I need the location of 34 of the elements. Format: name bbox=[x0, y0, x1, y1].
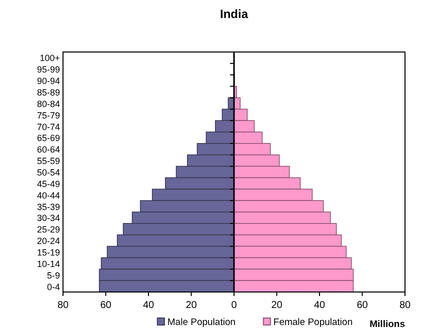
y-tick-label: 30-34 bbox=[36, 213, 60, 224]
y-tick-label: 85-89 bbox=[36, 88, 60, 98]
y-tick-label: 75-79 bbox=[36, 110, 60, 120]
x-tick-label: 80 bbox=[399, 300, 411, 311]
y-tick-label: 65-69 bbox=[36, 133, 60, 144]
x-tick-label: 60 bbox=[100, 300, 112, 311]
y-tick-label: 10-14 bbox=[36, 258, 60, 269]
y-tick-label: 55-59 bbox=[36, 156, 60, 166]
y-tick-label: 40-44 bbox=[36, 190, 60, 200]
y-tick-label: 45-49 bbox=[36, 178, 60, 189]
x-axis-title: Millions bbox=[370, 319, 405, 330]
x-tick-label: 0 bbox=[231, 300, 238, 311]
legend-label: Male Population bbox=[167, 317, 236, 328]
legend-label: Female Population bbox=[273, 317, 353, 328]
y-tick-label: 60-64 bbox=[36, 144, 60, 155]
y-tick-label: 70-74 bbox=[36, 122, 60, 132]
x-tick-label: 40 bbox=[314, 300, 326, 311]
y-tick-label: 35-39 bbox=[36, 202, 60, 212]
x-tick-label: 80 bbox=[57, 300, 69, 311]
y-tick-label: 0-4 bbox=[46, 282, 60, 292]
y-tick-label: 95-99 bbox=[36, 64, 60, 75]
y-tick-label: 50-54 bbox=[36, 168, 60, 178]
x-tick-label: 60 bbox=[356, 300, 368, 311]
x-tick-label: 20 bbox=[186, 300, 198, 311]
y-tick-label: 5-9 bbox=[46, 270, 60, 280]
y-tick-label: 100+ bbox=[40, 53, 60, 64]
y-tick-label: 80-84 bbox=[36, 98, 60, 109]
x-tick-label: 40 bbox=[142, 300, 154, 311]
chart-title: India bbox=[220, 7, 248, 21]
y-tick-label: 15-19 bbox=[36, 248, 60, 258]
y-tick-label: 25-29 bbox=[36, 224, 60, 235]
x-tick-label: 20 bbox=[271, 300, 283, 311]
y-tick-label: 90-94 bbox=[36, 76, 60, 86]
y-tick-label: 20-24 bbox=[36, 236, 60, 246]
